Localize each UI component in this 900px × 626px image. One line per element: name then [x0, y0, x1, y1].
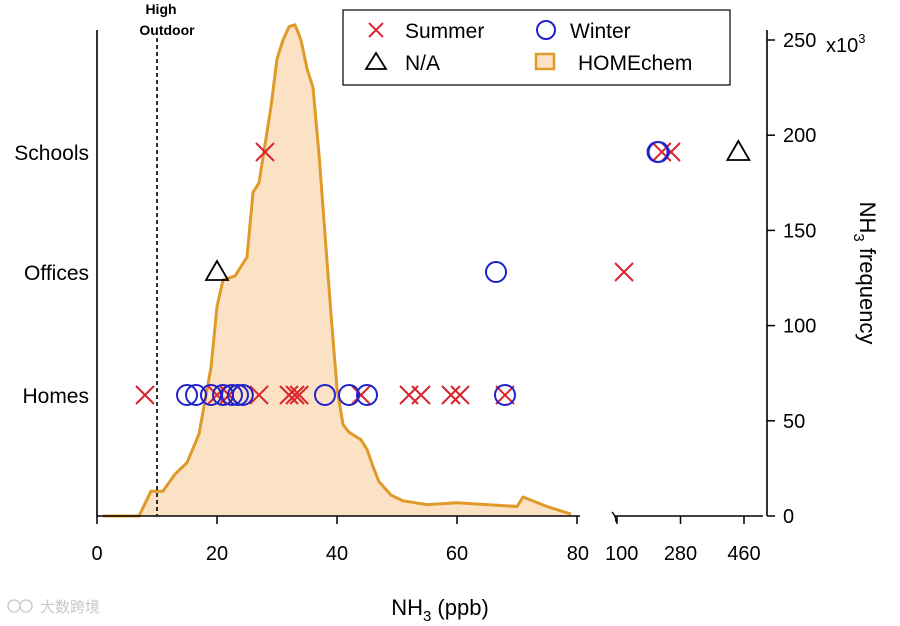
x-tick-label: 60 — [446, 543, 468, 565]
summer-point — [495, 385, 515, 405]
data-points — [135, 139, 751, 406]
summer-point — [279, 385, 299, 405]
winter-point — [647, 141, 670, 163]
winter-point — [314, 384, 336, 406]
high-outdoor-label-line1: High — [145, 1, 176, 17]
x-axis-ticks: 0 20 40 60 80 100 280 460 — [91, 516, 761, 565]
legend-winter-label: Winter — [570, 20, 631, 43]
legend-na-label: N/A — [405, 52, 440, 75]
axis-break-mark — [611, 511, 617, 523]
right-axis-multiplier: x103 — [826, 31, 865, 57]
summer-point — [441, 385, 461, 405]
legend-homechem-marker — [534, 52, 556, 71]
na-point — [204, 259, 230, 281]
legend-summer-label: Summer — [405, 20, 484, 43]
x-tick-label: 80 — [567, 543, 589, 565]
right-tick-label: 50 — [783, 411, 805, 433]
summer-point — [614, 262, 634, 282]
legend-box — [342, 9, 731, 86]
right-axis-title: NH3 frequency — [850, 202, 880, 345]
summer-point — [255, 142, 275, 162]
homechem-distribution-area — [103, 24, 571, 517]
x-tick-label: 460 — [727, 543, 760, 565]
x-tick-label: 40 — [326, 543, 348, 565]
watermark: 大数跨境 — [7, 598, 100, 616]
watermark-logo-icon — [7, 599, 21, 613]
summer-point — [351, 385, 371, 405]
right-tick-label: 100 — [783, 316, 816, 338]
right-tick-label: 250 — [783, 30, 816, 52]
summer-point — [285, 385, 305, 405]
x-tick-label: 280 — [664, 543, 697, 565]
winter-point — [338, 384, 360, 406]
x-tick-label: 100 — [605, 543, 638, 565]
legend-winter-marker — [536, 20, 556, 40]
homechem-distribution-line — [103, 23, 572, 518]
winter-point — [494, 384, 516, 406]
x-tick-label: 20 — [206, 543, 228, 565]
summer-point — [411, 385, 431, 405]
legend-summer-marker — [368, 22, 384, 38]
winter-point — [356, 384, 378, 406]
right-tick-label: 150 — [783, 220, 816, 242]
x-tick-label: 0 — [91, 543, 102, 565]
summer-point — [450, 385, 470, 405]
category-label-schools: Schools — [14, 142, 89, 165]
winter-point — [176, 384, 198, 406]
high-outdoor-label-line2: Outdoor — [139, 22, 195, 38]
summer-point — [135, 385, 155, 405]
legend-homechem-label: HOMEchem — [578, 52, 692, 75]
legend: Summer Winter N/A HOMEchem — [342, 9, 731, 86]
summer-point — [289, 385, 309, 405]
x-axis-title: NH3 (ppb) — [391, 595, 489, 625]
winter-point — [185, 384, 207, 406]
right-tick-label: 0 — [783, 506, 794, 528]
right-tick-label: 200 — [783, 125, 816, 147]
category-label-offices: Offices — [24, 262, 89, 285]
legend-na-marker — [364, 51, 388, 70]
right-axis-ticks: 0 50 100 150 200 250 — [767, 30, 816, 528]
winter-point — [485, 261, 507, 283]
na-point — [725, 139, 751, 161]
winter-point — [221, 384, 243, 406]
summer-point — [249, 385, 269, 405]
watermark-text: 大数跨境 — [40, 598, 100, 616]
category-labels: Homes Offices Schools — [14, 142, 89, 408]
winter-point — [227, 384, 249, 406]
winter-point — [231, 384, 254, 406]
category-label-homes: Homes — [22, 385, 89, 408]
